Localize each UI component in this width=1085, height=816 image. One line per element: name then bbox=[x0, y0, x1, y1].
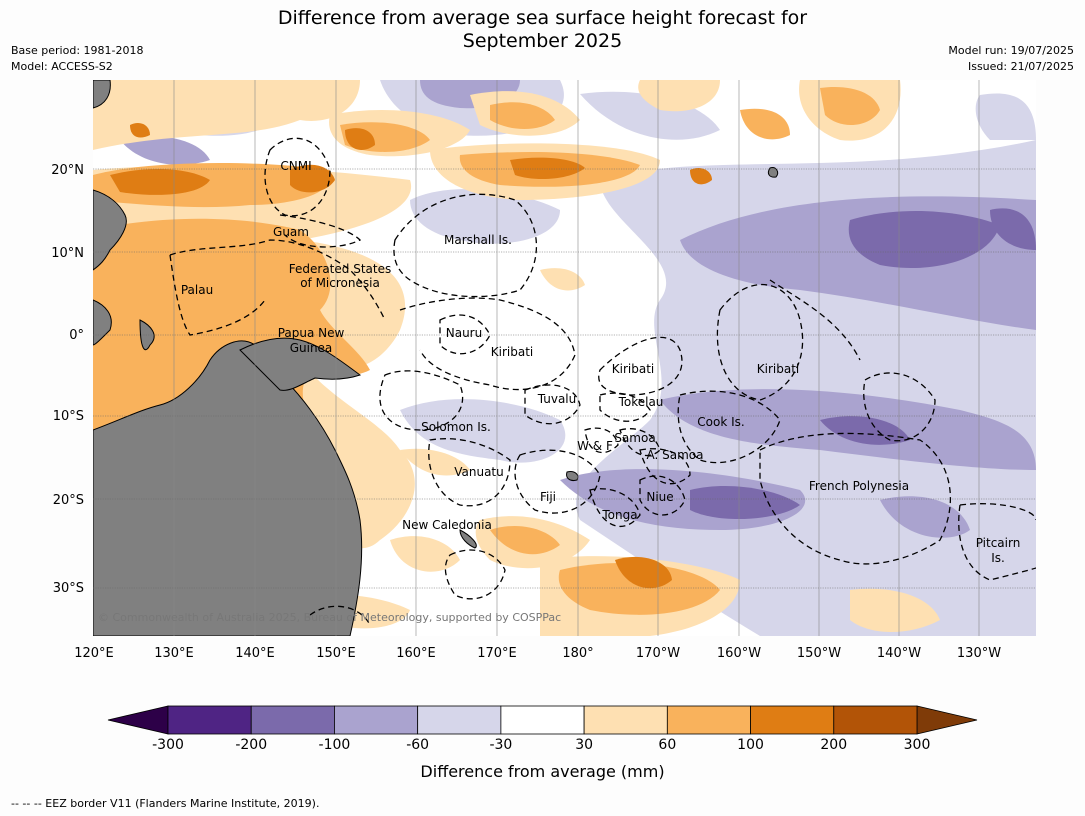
colorbar-tick-label: 200 bbox=[820, 737, 848, 753]
label-fsm-2: of Micronesia bbox=[300, 276, 380, 290]
lon-tick: 170°W bbox=[636, 646, 680, 661]
borneo bbox=[93, 299, 112, 346]
lon-tick: 140°E bbox=[235, 646, 275, 661]
colorbar-segment bbox=[250, 705, 335, 735]
lat-tick: 10°N bbox=[51, 246, 84, 261]
new-guinea bbox=[239, 337, 362, 391]
chart-title: Difference from average sea surface heig… bbox=[0, 7, 1085, 53]
sulawesi bbox=[139, 319, 155, 351]
lon-tick: 120°E bbox=[74, 646, 114, 661]
map-area: CNMI Guam Marshall Is. Federated States … bbox=[93, 80, 1036, 636]
colorbar-title: Difference from average (mm) bbox=[420, 762, 665, 781]
label-samoa: Samoa bbox=[614, 431, 655, 445]
label-pitcairn-2: Is. bbox=[991, 551, 1005, 565]
model-run: Model run: 19/07/2025 bbox=[948, 44, 1074, 57]
colorbar-segment bbox=[167, 705, 252, 735]
colorbar-segment bbox=[500, 705, 585, 735]
colorbar-high-extend bbox=[916, 705, 978, 735]
colorbar-segment bbox=[334, 705, 419, 735]
meta-right: Model run: 19/07/2025 Issued: 21/07/2025 bbox=[948, 43, 1074, 75]
label-wallis-futuna: W & F bbox=[577, 439, 613, 453]
graticule bbox=[93, 168, 1036, 589]
meta-left: Base period: 1981-2018 Model: ACCESS-S2 bbox=[11, 43, 143, 75]
lon-tick: 140°W bbox=[877, 646, 921, 661]
lon-tick: 160°E bbox=[396, 646, 436, 661]
label-cook-islands: Cook Is. bbox=[697, 415, 744, 429]
anomaly-dark-orange bbox=[110, 123, 712, 589]
lon-tick: 180° bbox=[562, 646, 593, 661]
label-nauru: Nauru bbox=[446, 326, 482, 340]
label-fsm-1: Federated States bbox=[289, 262, 391, 276]
hawaii bbox=[767, 167, 779, 178]
label-french-polynesia: French Polynesia bbox=[809, 479, 909, 493]
label-pitcairn-1: Pitcairn bbox=[976, 536, 1021, 550]
colorbar-low-extend bbox=[107, 705, 169, 735]
lat-tick: 0° bbox=[69, 328, 84, 343]
lat-tick: 20°N bbox=[51, 163, 84, 178]
copyright-notice: © Commonwealth of Australia 2025, Bureau… bbox=[98, 611, 561, 624]
colorbar-tick-label: 60 bbox=[658, 737, 677, 753]
label-american-samoa: A. Samoa bbox=[647, 448, 704, 462]
lon-tick: 130°E bbox=[154, 646, 194, 661]
colorbar-segment bbox=[833, 705, 918, 735]
colorbar-tick-label: -300 bbox=[152, 737, 184, 753]
label-fiji: Fiji bbox=[540, 490, 556, 504]
colorbar-tick-label: -100 bbox=[318, 737, 351, 753]
latitude-ticks: 20°N 10°N 0° 10°S 20°S 30°S bbox=[51, 163, 84, 596]
label-kiribati-central: Kiribati bbox=[612, 362, 654, 376]
lon-tick: 150°W bbox=[797, 646, 841, 661]
longitude-ticks: 120°E 130°E 140°E 150°E 160°E 170°E 180°… bbox=[74, 646, 1001, 661]
fiji bbox=[566, 471, 579, 481]
colorbar-segment bbox=[750, 705, 835, 735]
label-marshall: Marshall Is. bbox=[444, 233, 512, 247]
lat-tick: 20°S bbox=[53, 493, 84, 508]
colorbar-tick-label: 30 bbox=[575, 737, 594, 753]
issued-date: Issued: 21/07/2025 bbox=[967, 60, 1074, 73]
colorbar-tick-label: 100 bbox=[737, 737, 764, 753]
lon-tick: 130°W bbox=[957, 646, 1001, 661]
model-name: Model: ACCESS-S2 bbox=[11, 60, 113, 73]
meridians bbox=[173, 80, 980, 636]
label-kiribati-west: Kiribati bbox=[491, 345, 533, 359]
label-palau: Palau bbox=[181, 283, 213, 297]
new-caledonia bbox=[459, 529, 477, 549]
lon-tick: 150°E bbox=[316, 646, 356, 661]
colorbar-tick-label: -200 bbox=[235, 737, 268, 753]
label-tonga: Tonga bbox=[601, 508, 637, 522]
colorbar-tick-label: -30 bbox=[489, 737, 513, 753]
label-new-caledonia: New Caledonia bbox=[402, 518, 492, 532]
lat-tick: 30°S bbox=[53, 581, 84, 596]
label-png-2: Guinea bbox=[290, 341, 333, 355]
lon-tick: 160°W bbox=[717, 646, 761, 661]
colorbar-tick-label: -60 bbox=[406, 737, 430, 753]
colorbar-segment bbox=[666, 705, 751, 735]
title-line-1: Difference from average sea surface heig… bbox=[277, 7, 808, 29]
footer-note: -- -- -- EEZ border V11 (Flanders Marine… bbox=[11, 797, 320, 810]
philippines bbox=[93, 189, 127, 271]
label-tuvalu: Tuvalu bbox=[537, 392, 577, 406]
lat-tick: 10°S bbox=[53, 409, 84, 424]
label-solomon: Solomon Is. bbox=[421, 420, 491, 434]
label-png-1: Papua New bbox=[278, 326, 345, 340]
label-cnmi: CNMI bbox=[280, 159, 311, 173]
colorbar-segment bbox=[417, 705, 502, 735]
top-left-land bbox=[93, 80, 111, 109]
colorbar-segment bbox=[583, 705, 668, 735]
lon-tick: 170°E bbox=[477, 646, 517, 661]
eez-borders bbox=[169, 137, 1036, 626]
label-guam: Guam bbox=[273, 225, 309, 239]
title-line-2: September 2025 bbox=[462, 30, 623, 52]
colorbar-tick-label: 300 bbox=[903, 737, 931, 753]
land-masses bbox=[93, 80, 779, 636]
label-kiribati-east: Kiribati bbox=[757, 362, 799, 376]
label-vanuatu: Vanuatu bbox=[454, 465, 504, 479]
label-niue: Niue bbox=[646, 490, 673, 504]
colorbar bbox=[107, 705, 978, 735]
base-period: Base period: 1981-2018 bbox=[11, 44, 144, 57]
label-tokelau: Tokelau bbox=[618, 395, 664, 409]
place-labels: CNMI Guam Marshall Is. Federated States … bbox=[181, 159, 1020, 565]
